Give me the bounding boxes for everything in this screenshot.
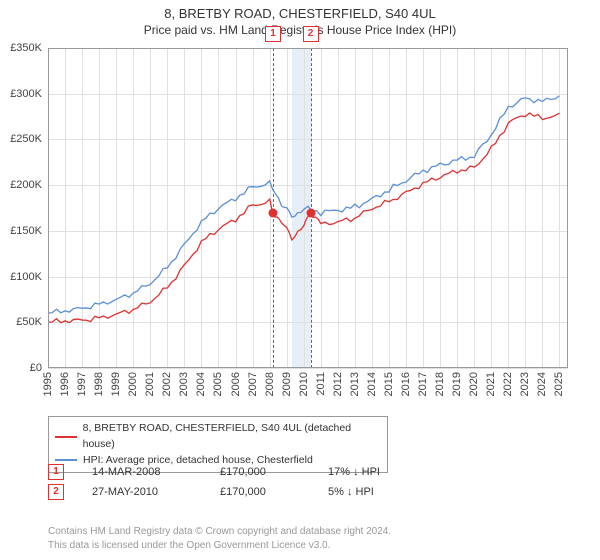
y-axis-label: £100K bbox=[0, 271, 42, 283]
y-axis-label: £250K bbox=[0, 133, 42, 145]
transaction-row: 1 14-MAR-2008 £170,000 17% ↓ HPI bbox=[48, 462, 380, 482]
plot: £0£50K£100K£150K£200K£250K£300K£350K1995… bbox=[48, 48, 568, 368]
x-axis-label: 2010 bbox=[298, 372, 310, 396]
x-axis-label: 2016 bbox=[400, 372, 412, 396]
y-axis-label: £150K bbox=[0, 225, 42, 237]
transaction-marker: 1 bbox=[48, 464, 64, 480]
x-axis-label: 2013 bbox=[349, 372, 361, 396]
x-axis-label: 1995 bbox=[42, 372, 54, 396]
x-axis-label: 2012 bbox=[332, 372, 344, 396]
event-marker-box: 1 bbox=[265, 26, 281, 42]
x-axis-label: 2017 bbox=[417, 372, 429, 396]
x-axis-label: 2021 bbox=[485, 372, 497, 396]
x-axis-label: 1999 bbox=[110, 372, 122, 396]
x-axis-label: 2001 bbox=[144, 372, 156, 396]
x-axis-label: 2019 bbox=[451, 372, 463, 396]
x-axis-label: 2014 bbox=[366, 372, 378, 396]
transaction-date: 14-MAR-2008 bbox=[92, 466, 192, 478]
chart-title: 8, BRETBY ROAD, CHESTERFIELD, S40 4UL bbox=[0, 0, 600, 21]
x-axis-label: 2025 bbox=[553, 372, 565, 396]
x-axis-label: 2008 bbox=[264, 372, 276, 396]
event-dot bbox=[306, 208, 315, 217]
x-axis-label: 2018 bbox=[434, 372, 446, 396]
x-axis-label: 1998 bbox=[93, 372, 105, 396]
event-marker-box: 2 bbox=[303, 26, 319, 42]
event-dot bbox=[269, 208, 278, 217]
y-axis-label: £50K bbox=[0, 316, 42, 328]
legend-row: 8, BRETBY ROAD, CHESTERFIELD, S40 4UL (d… bbox=[55, 421, 381, 453]
footer-attribution: Contains HM Land Registry data © Crown c… bbox=[48, 525, 391, 552]
transaction-date: 27-MAY-2010 bbox=[92, 486, 192, 498]
chart-area: £0£50K£100K£150K£200K£250K£300K£350K1995… bbox=[48, 48, 568, 368]
x-axis-label: 2003 bbox=[178, 372, 190, 396]
transaction-price: £170,000 bbox=[220, 466, 300, 478]
grid-line-h bbox=[48, 368, 568, 369]
x-axis-label: 2020 bbox=[468, 372, 480, 396]
x-axis-label: 1996 bbox=[59, 372, 71, 396]
x-axis-label: 2011 bbox=[315, 372, 327, 396]
chart-container: 8, BRETBY ROAD, CHESTERFIELD, S40 4UL Pr… bbox=[0, 0, 600, 560]
x-axis-label: 2002 bbox=[161, 372, 173, 396]
x-axis-label: 2015 bbox=[383, 372, 395, 396]
y-axis-label: £350K bbox=[0, 42, 42, 54]
x-axis-label: 2023 bbox=[519, 372, 531, 396]
transaction-price: £170,000 bbox=[220, 486, 300, 498]
transaction-delta: 5% ↓ HPI bbox=[328, 486, 374, 498]
footer-line1: Contains HM Land Registry data © Crown c… bbox=[48, 525, 391, 539]
y-axis-label: £200K bbox=[0, 179, 42, 191]
x-axis-label: 2005 bbox=[212, 372, 224, 396]
x-axis-label: 2022 bbox=[502, 372, 514, 396]
x-axis-label: 2024 bbox=[536, 372, 548, 396]
transaction-delta: 17% ↓ HPI bbox=[328, 466, 380, 478]
transaction-marker: 2 bbox=[48, 484, 64, 500]
x-axis-label: 2004 bbox=[195, 372, 207, 396]
y-axis-label: £0 bbox=[0, 362, 42, 374]
footer-line2: This data is licensed under the Open Gov… bbox=[48, 539, 391, 553]
x-axis-label: 2000 bbox=[127, 372, 139, 396]
x-axis-label: 2009 bbox=[281, 372, 293, 396]
transaction-row: 2 27-MAY-2010 £170,000 5% ↓ HPI bbox=[48, 482, 380, 502]
chart-subtitle: Price paid vs. HM Land Registry's House … bbox=[0, 21, 600, 37]
x-axis-label: 1997 bbox=[76, 372, 88, 396]
legend-swatch bbox=[55, 436, 77, 438]
transaction-table: 1 14-MAR-2008 £170,000 17% ↓ HPI 2 27-MAY-201… bbox=[48, 462, 380, 502]
series-line-hpi bbox=[48, 96, 559, 313]
y-axis-label: £300K bbox=[0, 88, 42, 100]
x-axis-label: 2006 bbox=[230, 372, 242, 396]
legend-label: 8, BRETBY ROAD, CHESTERFIELD, S40 4UL (d… bbox=[83, 421, 381, 453]
x-axis-label: 2007 bbox=[247, 372, 259, 396]
